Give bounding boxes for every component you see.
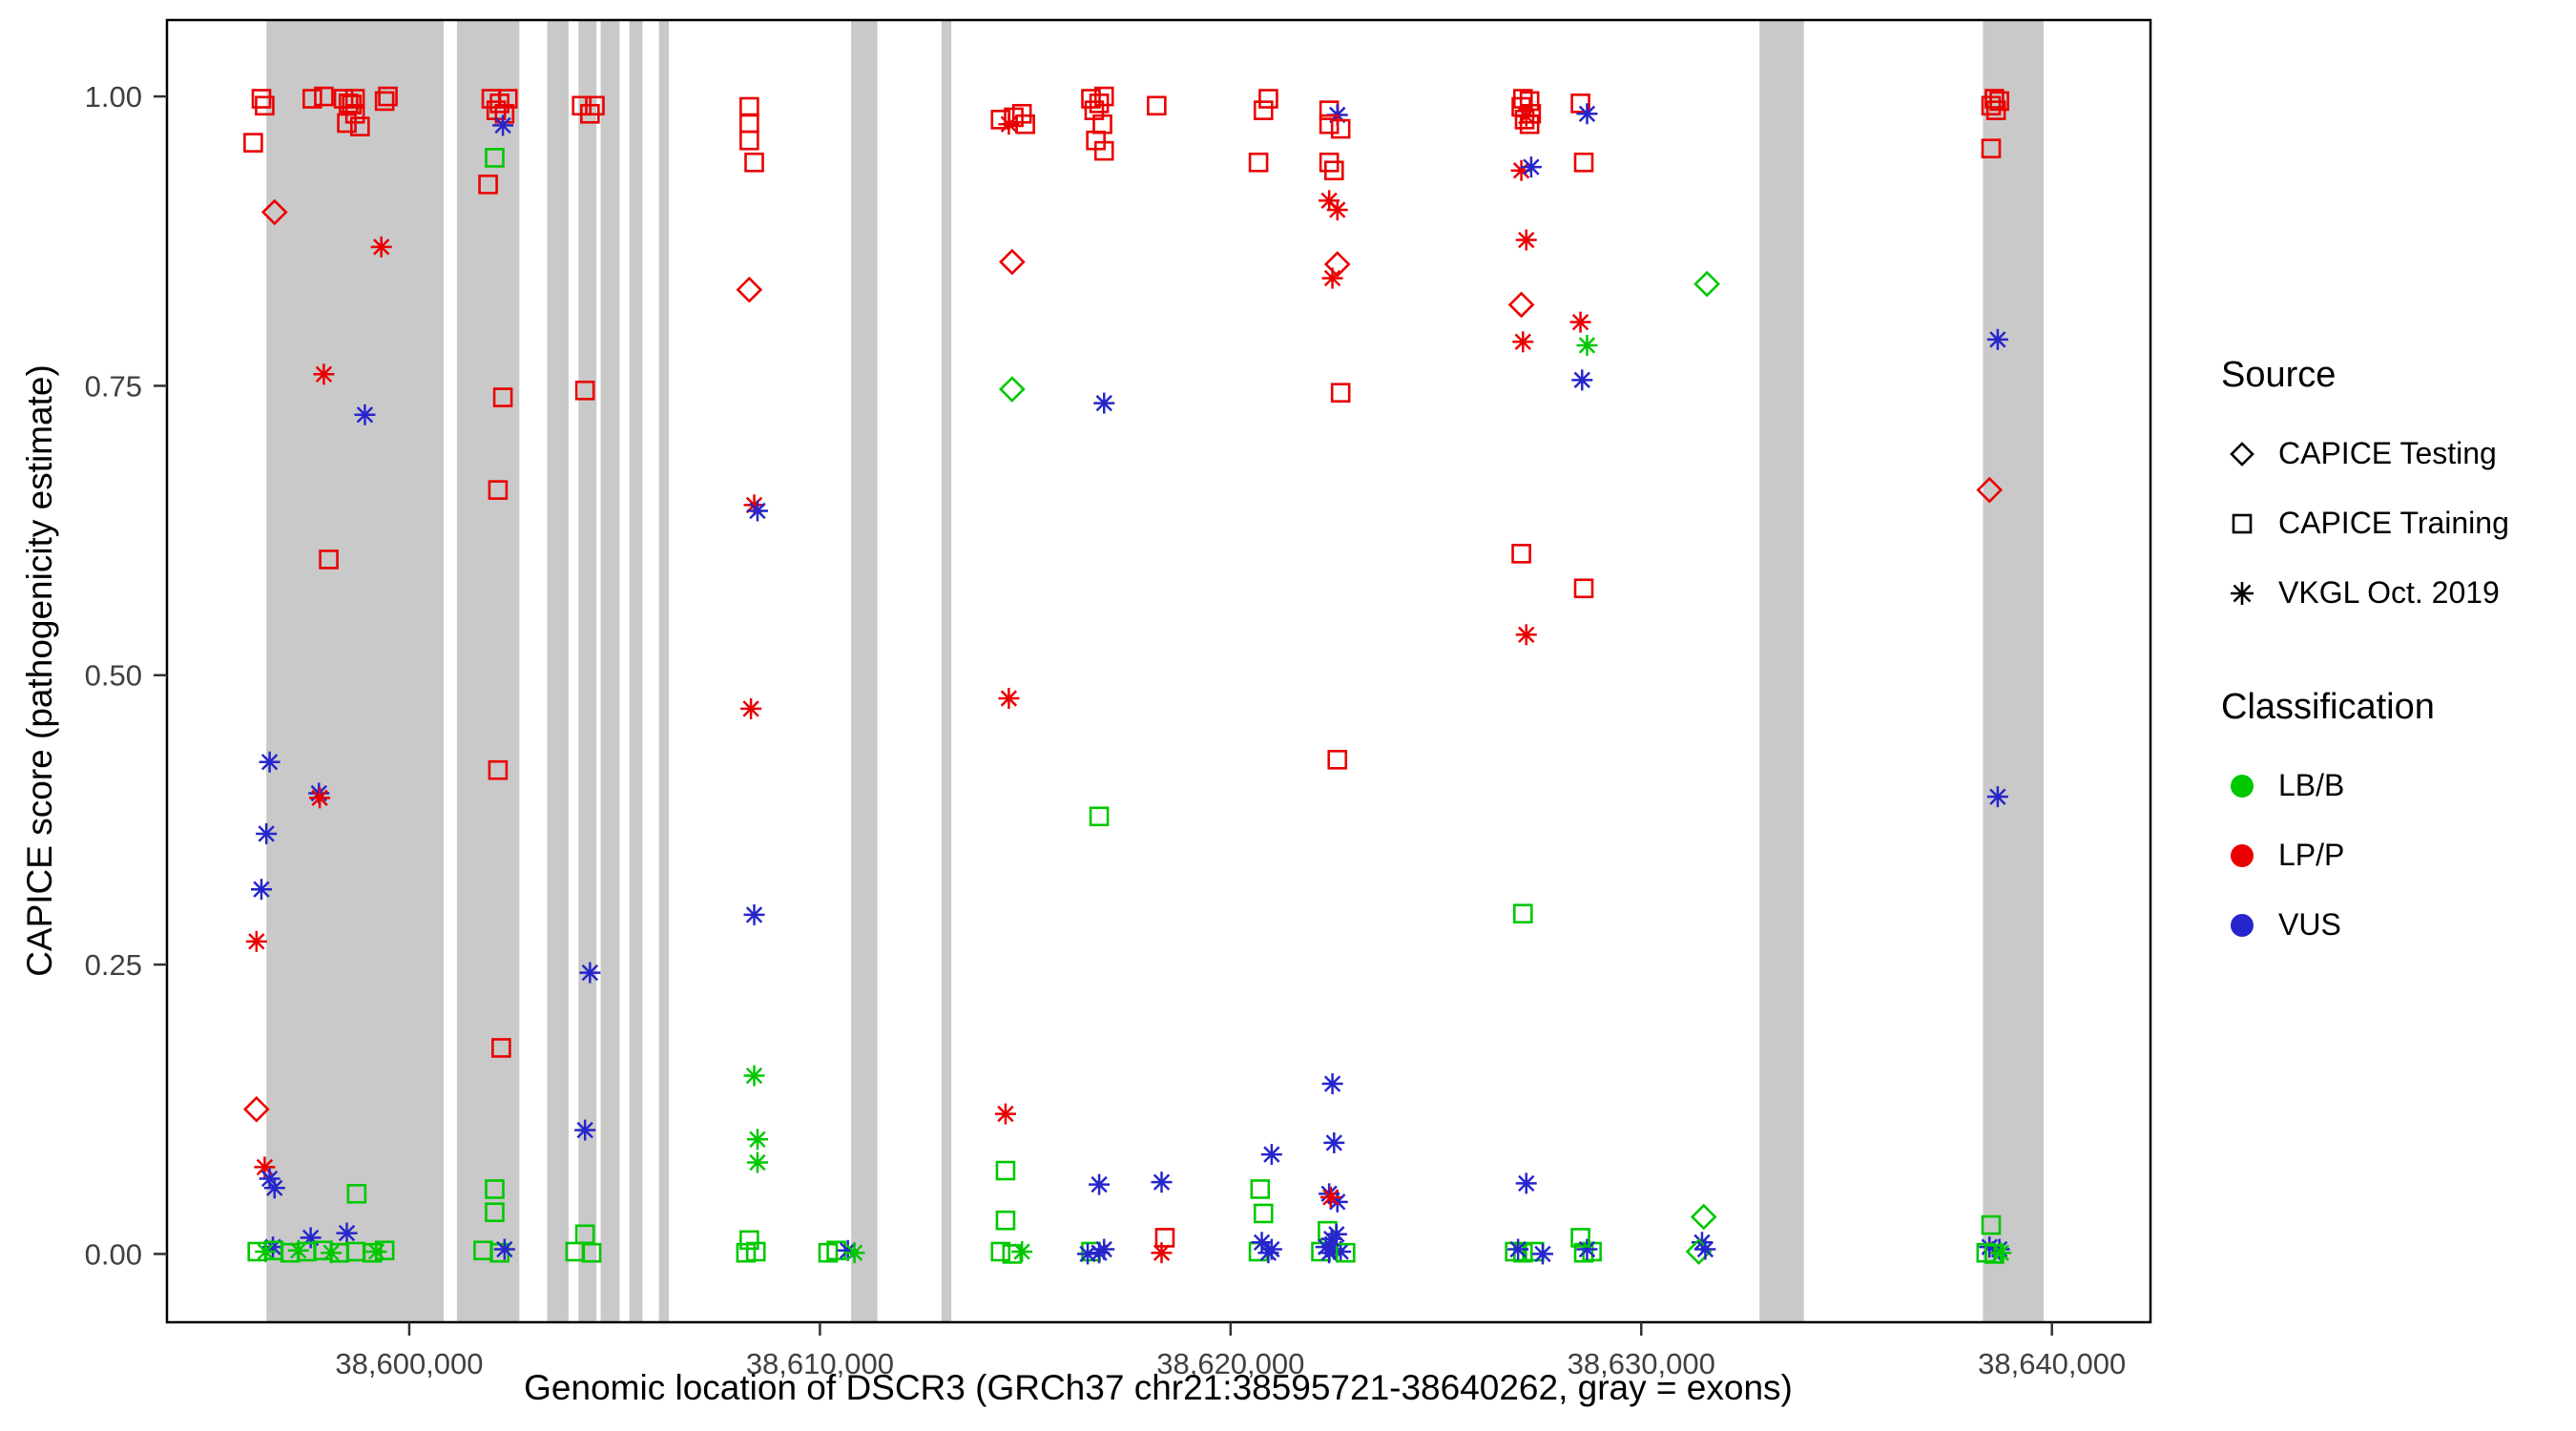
x-axis-title: Genomic location of DSCR3 (GRCh37 chr21:… [524, 1368, 1793, 1407]
y-axis-title: CAPICE score (pathogenicity estimate) [20, 364, 59, 977]
square-icon [2232, 513, 2253, 533]
red-dot-icon [2231, 843, 2254, 867]
svg-text:0.75: 0.75 [85, 369, 142, 403]
legend-label: CAPICE Training [2278, 506, 2509, 540]
legend-classification-title: Classification [2221, 687, 2435, 727]
legend-item-lbb: LB/B [2221, 751, 2509, 820]
legend-label: LP/P [2278, 838, 2345, 872]
legend-label: VKGL Oct. 2019 [2278, 575, 2500, 610]
legend-label: VUS [2278, 907, 2341, 942]
legend-item-vkgl: VKGL Oct. 2019 [2221, 558, 2509, 628]
legend-item-capice-training: CAPICE Training [2221, 488, 2509, 558]
svg-text:0.50: 0.50 [85, 659, 142, 693]
svg-text:38,630,000: 38,630,000 [1568, 1347, 1715, 1380]
svg-text:0.00: 0.00 [85, 1237, 142, 1271]
legend-item-lpp: LP/P [2221, 820, 2509, 890]
legend-label: CAPICE Testing [2278, 436, 2497, 470]
svg-text:38,640,000: 38,640,000 [1978, 1347, 2126, 1380]
legend-classification-block: Classification LB/B LP/P VUS [2221, 687, 2509, 960]
svg-text:38,610,000: 38,610,000 [746, 1347, 894, 1380]
svg-text:38,600,000: 38,600,000 [335, 1347, 483, 1380]
legend-item-capice-testing: CAPICE Testing [2221, 419, 2509, 488]
legend: Source CAPICE Testing CAPICE Training [2221, 355, 2509, 960]
diamond-icon [2230, 441, 2254, 467]
legend-label: LB/B [2278, 768, 2345, 802]
legend-item-vus: VUS [2221, 890, 2509, 960]
legend-source-title: Source [2221, 355, 2337, 395]
asterisk-icon [2231, 581, 2254, 605]
svg-text:1.00: 1.00 [85, 80, 142, 114]
svg-text:0.25: 0.25 [85, 948, 142, 982]
legend-source-block: Source CAPICE Testing CAPICE Training [2221, 355, 2509, 628]
green-dot-icon [2231, 774, 2254, 798]
svg-text:38,620,000: 38,620,000 [1156, 1347, 1304, 1380]
blue-dot-icon [2231, 913, 2254, 937]
